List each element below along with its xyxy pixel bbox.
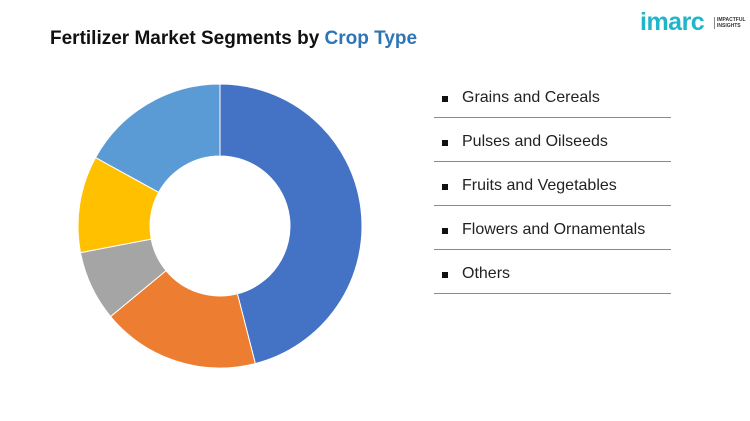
logo-wordmark: imarc (640, 8, 705, 36)
legend-label: Pulses and Oilseeds (462, 133, 608, 150)
logo-tagline-line2: INSIGHTS (717, 23, 741, 29)
legend-bullet-icon (442, 272, 448, 278)
legend-bullet-icon (442, 140, 448, 146)
chart-title: Fertilizer Market Segments by Crop Type (50, 28, 417, 50)
legend-item-grains-and-cereals: Grains and Cereals (434, 74, 671, 118)
logo-tagline-line1: IMPACTFUL (717, 17, 746, 23)
legend-label: Fruits and Vegetables (462, 177, 617, 194)
logo-tagline: IMPACTFUL INSIGHTS (714, 17, 746, 29)
legend-item-others: Others (434, 250, 671, 294)
donut-slice-pulses-and-oilseeds (109, 269, 256, 369)
legend-item-pulses-and-oilseeds: Pulses and Oilseeds (434, 118, 671, 162)
legend-label: Others (462, 265, 511, 282)
legend-item-fruits-and-vegetables: Fruits and Vegetables (434, 162, 671, 206)
legend-bullet-icon (442, 96, 448, 102)
donut-slice-grains-and-cereals (219, 83, 363, 365)
legend-bullet-icon (442, 184, 448, 190)
chart-title-prefix: Fertilizer Market Segments by (50, 28, 320, 49)
legend-label: Grains and Cereals (462, 89, 600, 106)
chart-legend: Grains and Cereals Pulses and Oilseeds F… (434, 74, 671, 294)
legend-bullet-icon (442, 228, 448, 234)
imarc-logo: imarc IMPACTFUL INSIGHTS (640, 8, 746, 40)
donut-slice-others (94, 83, 221, 193)
chart-title-highlight: Crop Type (324, 28, 418, 49)
legend-item-flowers-and-ornamentals: Flowers and Ornamentals (434, 206, 671, 250)
legend-label: Flowers and Ornamentals (462, 221, 646, 238)
